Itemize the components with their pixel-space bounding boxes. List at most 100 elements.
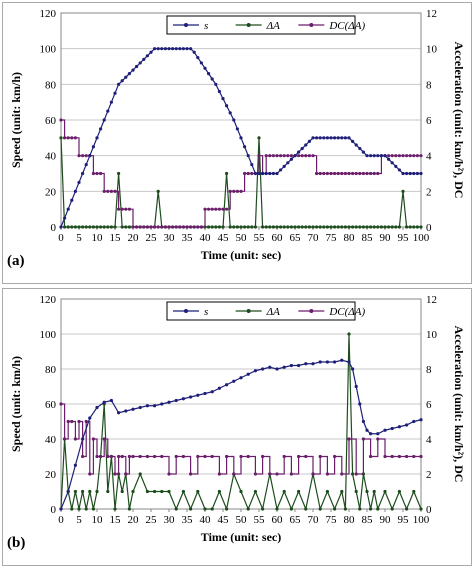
series-dc-point	[333, 454, 337, 459]
series-da-point	[95, 225, 99, 229]
series-s-point	[232, 118, 236, 122]
series-dc-point	[214, 207, 218, 211]
x-tick-label: 35	[182, 514, 194, 526]
series-s-point	[412, 171, 416, 176]
series-da-point	[174, 507, 178, 511]
series-dc-point	[225, 207, 229, 211]
x-tick-label: 30	[164, 232, 176, 244]
series-da-point	[203, 507, 207, 511]
series-s-point	[189, 47, 193, 51]
series-s-point	[185, 47, 189, 51]
series-s-point	[153, 47, 157, 51]
series-s-point	[174, 398, 178, 403]
series-da-point	[210, 225, 214, 229]
series-da-point	[91, 507, 95, 511]
series-dc-point	[271, 154, 275, 158]
y-tick-label: 60	[45, 399, 57, 411]
series-s-point	[405, 423, 409, 427]
series-s-point	[81, 437, 85, 441]
series-dc-point	[387, 154, 391, 158]
series-dc-point	[325, 472, 329, 476]
series-da-point	[336, 225, 340, 229]
series-da-point	[390, 507, 394, 511]
series-dc-point	[102, 189, 106, 193]
y-tick-label: 120	[40, 8, 57, 20]
series-dc-point	[275, 154, 279, 158]
series-da-point	[81, 225, 85, 229]
series-da-point	[419, 225, 423, 229]
series-da-point	[63, 225, 67, 229]
series-s-point	[189, 395, 193, 399]
series-s-point	[268, 171, 272, 176]
series-s-point	[376, 432, 380, 436]
series-da-point	[408, 225, 412, 229]
series-dc-point	[390, 454, 394, 459]
y2-axis-label: Acceleration (unit: km/h²), DC	[452, 326, 466, 483]
x-tick-label: 65	[290, 232, 302, 244]
series-s-point	[261, 367, 265, 371]
series-s-point	[383, 428, 387, 432]
series-dc-point	[127, 454, 131, 459]
series-dc-point	[131, 454, 135, 459]
series-s-point	[178, 47, 182, 51]
series-dc-point	[232, 472, 236, 476]
series-dc-point	[225, 454, 229, 459]
series-da-point	[340, 225, 344, 229]
series-da-point	[289, 225, 293, 229]
series-da-point	[196, 489, 200, 494]
series-s-point	[289, 157, 293, 161]
series-s-point	[419, 418, 423, 422]
series-dc-point	[268, 154, 272, 158]
series-s-point	[73, 463, 77, 467]
series-s-point	[347, 136, 351, 140]
series-da-point	[113, 225, 117, 229]
series-s-point	[239, 136, 243, 140]
series-da-point	[102, 225, 106, 229]
series-s-point	[138, 405, 142, 410]
series-dc-point	[300, 154, 304, 158]
series-s-point	[383, 154, 387, 158]
series-s-point	[282, 365, 286, 369]
series-da-point	[275, 225, 279, 229]
series-dc-point	[135, 225, 139, 229]
series-s-point	[304, 143, 308, 147]
series-dc-point	[412, 454, 416, 459]
x-tick-label: 35	[182, 232, 194, 244]
series-da-point	[347, 332, 351, 336]
series-s-point	[340, 358, 344, 362]
series-da-point	[261, 507, 265, 511]
series-da-point	[343, 507, 347, 511]
x-tick-label: 25	[146, 514, 158, 526]
series-dc-point	[95, 454, 99, 459]
series-da-point	[239, 225, 243, 229]
series-s-point	[271, 171, 275, 176]
x-tick-label: 80	[344, 232, 356, 244]
series-dc-point	[66, 419, 70, 424]
series-dc-point	[84, 419, 88, 424]
series-da-point	[333, 507, 337, 511]
x-tick-label: 70	[308, 232, 320, 244]
series-dc-point	[199, 225, 203, 229]
series-dc-point	[88, 472, 92, 476]
series-da-point	[311, 225, 315, 229]
series-da-point	[333, 225, 337, 229]
series-s-point	[70, 198, 74, 202]
legend-label: ΔA	[266, 20, 280, 32]
series-dc-point	[163, 225, 167, 229]
panel-label: (b)	[7, 535, 25, 551]
series-dc-point	[91, 171, 95, 176]
series-da-point	[246, 507, 250, 511]
series-da-point	[156, 189, 160, 193]
series-da-point	[145, 489, 149, 494]
series-dc-point	[174, 225, 178, 229]
series-dc-point	[397, 154, 401, 158]
series-da-point	[318, 507, 322, 511]
series-dc-point	[66, 136, 70, 140]
series-da-point	[397, 489, 401, 494]
series-dc-point	[232, 189, 236, 193]
series-dc-point	[203, 454, 207, 459]
series-s-point	[235, 127, 239, 131]
series-s-point	[77, 180, 81, 185]
series-s-line	[60, 359, 422, 510]
series-da-point	[257, 136, 261, 140]
